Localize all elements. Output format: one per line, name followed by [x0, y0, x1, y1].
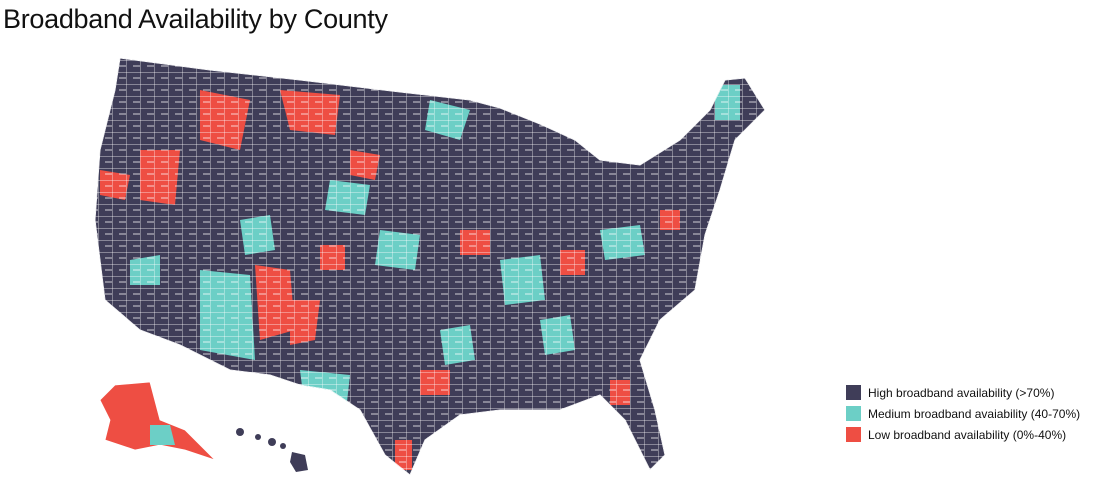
- legend-item: Low broadband availability (0%-40%): [846, 424, 1080, 445]
- alaska: [99, 381, 216, 461]
- legend-swatch: [846, 406, 861, 421]
- legend-item: High broadband availability (>70%): [846, 382, 1080, 403]
- title: Broadband Availability by County: [3, 4, 388, 34]
- legend-label: High broadband availability (>70%): [868, 385, 1055, 400]
- legend-swatch: [846, 427, 861, 442]
- legend-item: Medium broadband avaiability (40-70%): [846, 403, 1080, 424]
- legend-label: Medium broadband avaiability (40-70%): [868, 406, 1081, 421]
- legend: High broadband availability (>70%) Medium…: [846, 382, 1080, 445]
- legend-label: Low broadband availability (0%-40%): [868, 427, 1067, 442]
- hawaii: [236, 428, 308, 472]
- legend-swatch: [846, 385, 861, 400]
